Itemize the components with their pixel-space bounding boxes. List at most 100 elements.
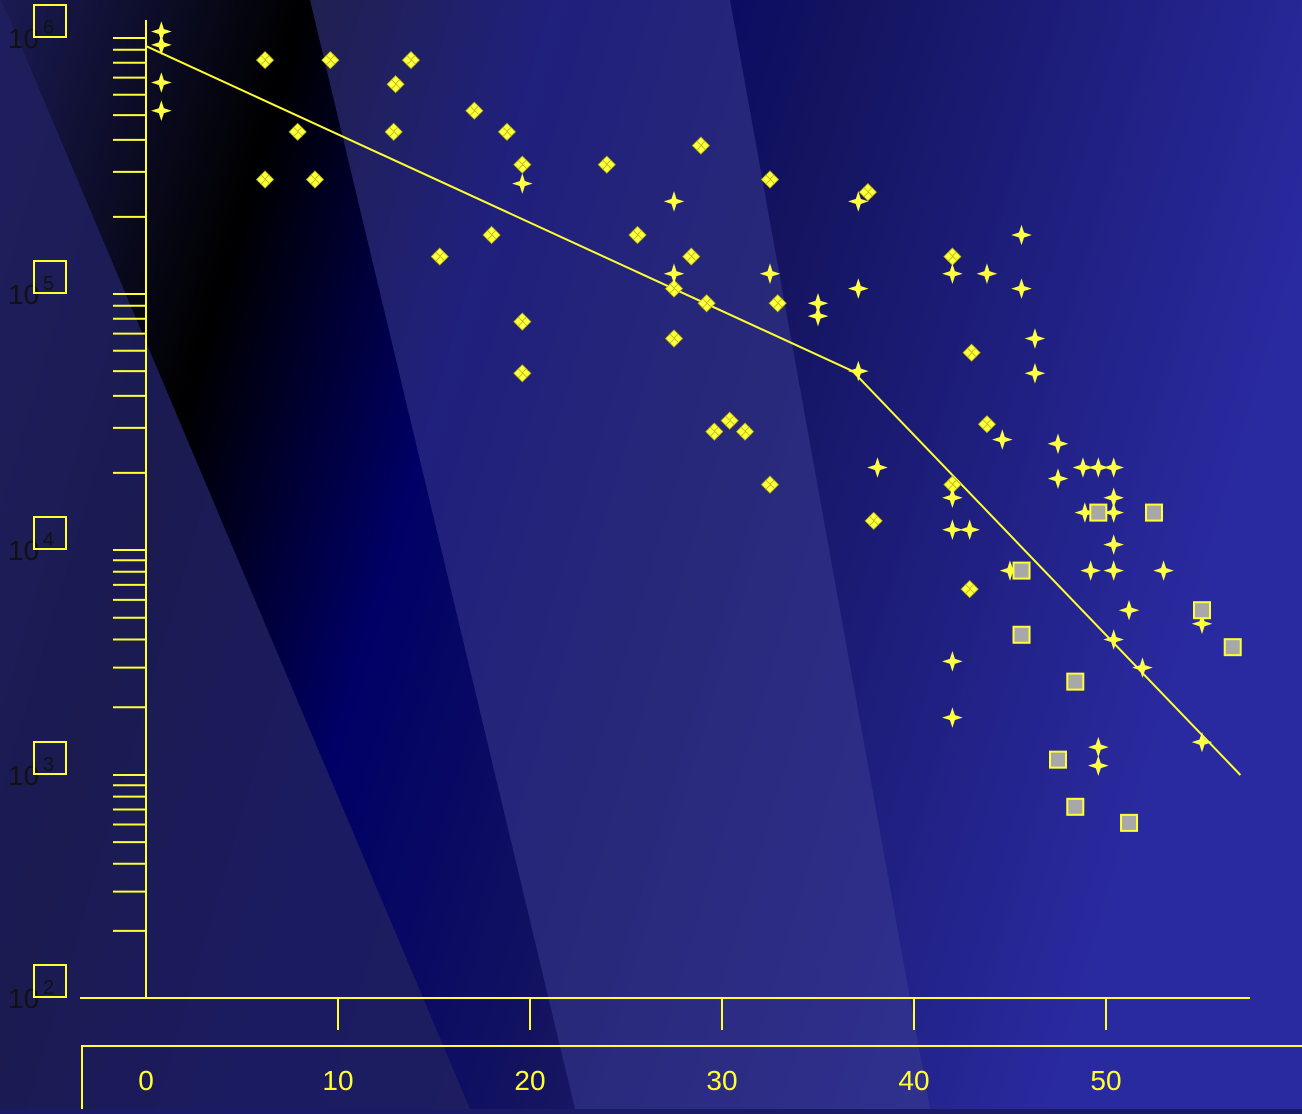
data-point (807, 305, 829, 327)
data-point (1089, 503, 1108, 522)
data-point (255, 170, 275, 189)
data-point (1011, 224, 1032, 246)
data-point (760, 170, 780, 189)
data-point (384, 122, 403, 141)
data-point (401, 50, 421, 70)
data-point (943, 475, 962, 494)
data-point (628, 225, 647, 245)
data-point (1024, 328, 1046, 349)
data-point (1103, 560, 1124, 581)
data-point (321, 50, 340, 70)
y-tick-label-exponent: 3 (43, 754, 54, 776)
y-ticks (113, 37, 146, 932)
data-point (1223, 638, 1242, 657)
data-point (848, 278, 869, 299)
y-tick-label-exponent: 5 (43, 273, 54, 295)
data-point (1024, 363, 1046, 384)
data-point (1193, 601, 1211, 620)
data-point (960, 580, 979, 599)
data-point (1153, 560, 1174, 581)
data-point (482, 225, 501, 245)
data-point (1103, 457, 1124, 478)
data-point (760, 475, 780, 494)
data-point (664, 279, 684, 298)
data-point (942, 487, 963, 509)
data-points (151, 21, 1242, 832)
data-point (663, 263, 685, 285)
x-tick-label: 20 (514, 1065, 545, 1096)
data-point (942, 263, 963, 285)
data-point (848, 360, 869, 382)
data-point (1066, 797, 1085, 816)
y-tick-label: 10 3 (8, 741, 67, 791)
x-tick-label: 30 (706, 1065, 737, 1096)
data-point (1012, 625, 1031, 644)
data-point (1080, 560, 1101, 581)
y-tick-label-exponent: 2 (43, 977, 54, 999)
data-point (1191, 613, 1213, 635)
data-point (663, 191, 685, 212)
y-tick-label-frame (33, 260, 67, 294)
data-point (942, 519, 963, 541)
data-point (848, 191, 869, 212)
data-point (1011, 278, 1032, 299)
data-point (151, 100, 172, 122)
data-point (959, 519, 980, 541)
data-point (1066, 672, 1085, 691)
data-point (867, 457, 888, 478)
y-tick-label-exponent: 4 (43, 529, 54, 551)
data-point (942, 651, 963, 672)
data-point (1047, 433, 1069, 455)
data-point (386, 75, 405, 94)
data-point (1132, 657, 1153, 678)
data-point (992, 429, 1013, 450)
data-point (697, 294, 716, 313)
data-point (705, 422, 724, 441)
data-point (151, 72, 172, 93)
y-tick-label-exponent: 6 (43, 17, 54, 39)
data-point (1088, 457, 1109, 478)
data-point (1103, 534, 1124, 555)
x-tick-label: 0 (138, 1065, 154, 1096)
y-tick-label-frame (33, 4, 67, 38)
x-tick-label: 40 (898, 1065, 929, 1096)
y-tick-label: 10 5 (8, 260, 67, 310)
data-point (1145, 503, 1163, 522)
data-point (735, 422, 755, 441)
data-point (1118, 599, 1140, 621)
data-point (768, 294, 787, 313)
data-point (1191, 731, 1213, 753)
x-tick-labels: 0 10 20 30 40 50 (138, 1065, 1121, 1096)
data-point (465, 101, 484, 120)
data-point (597, 155, 616, 174)
data-point (1103, 502, 1124, 523)
background-light-band (310, 0, 930, 1109)
x-tick-label: 50 (1090, 1065, 1121, 1096)
y-tick-label: 10 6 (8, 4, 67, 54)
data-point (1047, 468, 1069, 489)
data-point (255, 50, 275, 70)
data-point (1103, 629, 1124, 650)
data-point (288, 122, 307, 141)
data-point (664, 329, 684, 348)
data-point (1088, 755, 1109, 776)
data-point (151, 34, 172, 56)
data-point (1049, 750, 1067, 769)
x-ticks (337, 998, 1107, 1030)
data-point (759, 263, 781, 285)
background-dark-wedge (0, 0, 470, 1109)
data-point (943, 247, 962, 266)
data-point (512, 173, 533, 194)
data-point (976, 263, 998, 285)
data-point (942, 707, 963, 728)
data-point (513, 155, 532, 174)
x-label-frame (81, 1045, 1302, 1109)
data-point (497, 122, 517, 141)
data-point (305, 170, 325, 189)
y-tick-label-frame (33, 741, 67, 775)
data-point (864, 511, 883, 530)
y-tick-label-frame (33, 964, 67, 998)
